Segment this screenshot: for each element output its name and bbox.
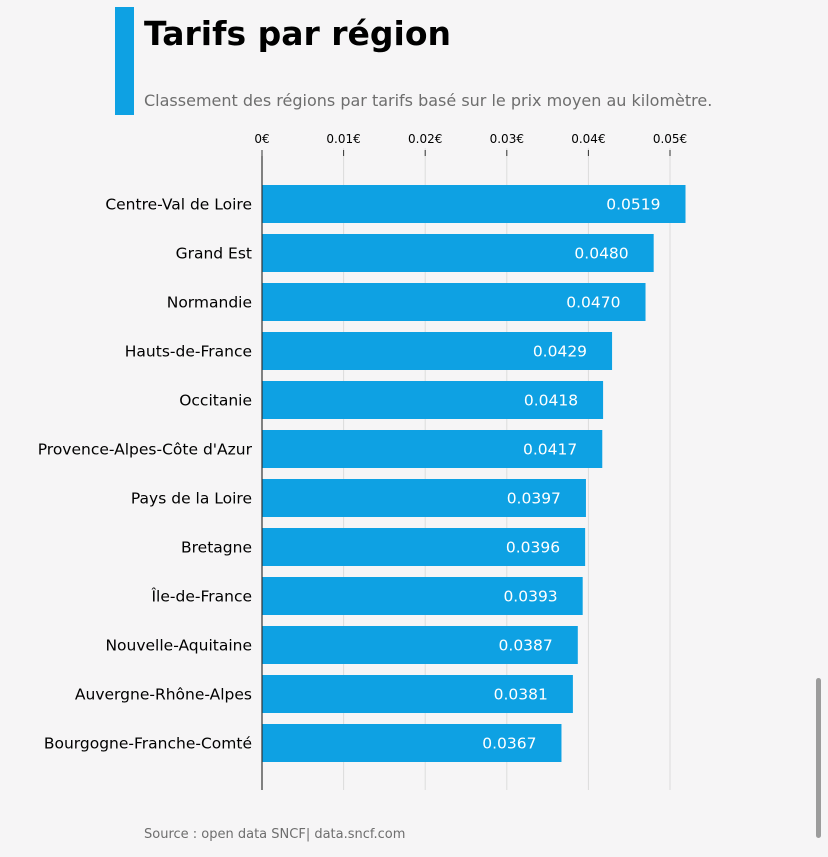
category-labels: Centre-Val de Loire Grand Est Normandie Hau… [38, 196, 253, 753]
bar-value-label: 0.0397 [507, 490, 561, 508]
category-label: Centre-Val de Loire [105, 196, 252, 214]
bar-value-label: 0.0417 [523, 441, 577, 459]
bar-value-label: 0.0470 [566, 294, 620, 312]
bar [262, 332, 613, 370]
category-label: Hauts-de-France [125, 343, 252, 361]
category-label: Auvergne-Rhône-Alpes [75, 686, 252, 704]
category-label: Pays de la Loire [131, 490, 252, 508]
bar [262, 626, 578, 664]
bar [262, 528, 586, 566]
bar [262, 283, 646, 321]
x-axis-ticks: 0€ 0.01€ 0.02€ 0.03€ 0.04€ 0.05€ [254, 132, 687, 156]
value-labels: 0.0519 0.0480 0.0470 0.0429 0.0418 0.0417 0.03… [482, 196, 660, 753]
bar-value-label: 0.0381 [494, 686, 548, 704]
bar [262, 381, 604, 419]
bar-value-label: 0.0519 [606, 196, 660, 214]
bar [262, 577, 583, 615]
bar-value-label: 0.0387 [499, 637, 553, 655]
x-tick-label: 0.03€ [490, 132, 524, 146]
bar [262, 724, 562, 762]
bar [262, 185, 686, 223]
category-label: Bourgogne-Franche-Comté [44, 735, 252, 753]
bar-value-label: 0.0480 [574, 245, 628, 263]
bar [262, 234, 654, 272]
x-tick-label: 0.02€ [408, 132, 442, 146]
source-note: Source : open data SNCF| data.sncf.com [144, 827, 406, 842]
title-accent-bar [115, 7, 134, 115]
bar-value-label: 0.0396 [506, 539, 560, 557]
bar-value-label: 0.0429 [533, 343, 587, 361]
category-label: Provence-Alpes-Côte d'Azur [38, 441, 253, 459]
bars [262, 185, 686, 762]
category-label: Bretagne [181, 539, 252, 557]
page-title: Tarifs par région [144, 14, 452, 53]
category-label: Occitanie [179, 392, 252, 410]
category-label: Grand Est [176, 245, 252, 263]
bar [262, 430, 603, 468]
x-tick-label: 0.04€ [571, 132, 605, 146]
x-tick-label: 0.01€ [326, 132, 360, 146]
bar-value-label: 0.0418 [524, 392, 578, 410]
x-tick-label: 0€ [254, 132, 269, 146]
bar [262, 675, 573, 713]
scrollbar[interactable] [816, 678, 821, 838]
bar [262, 479, 586, 517]
x-tick-label: 0.05€ [653, 132, 687, 146]
category-label: Île-de-France [150, 587, 252, 606]
category-label: Normandie [167, 294, 252, 312]
category-label: Nouvelle-Aquitaine [105, 637, 252, 655]
bar-value-label: 0.0367 [482, 735, 536, 753]
bar-value-label: 0.0393 [503, 588, 557, 606]
page-subtitle: Classement des régions par tarifs basé s… [144, 91, 713, 110]
